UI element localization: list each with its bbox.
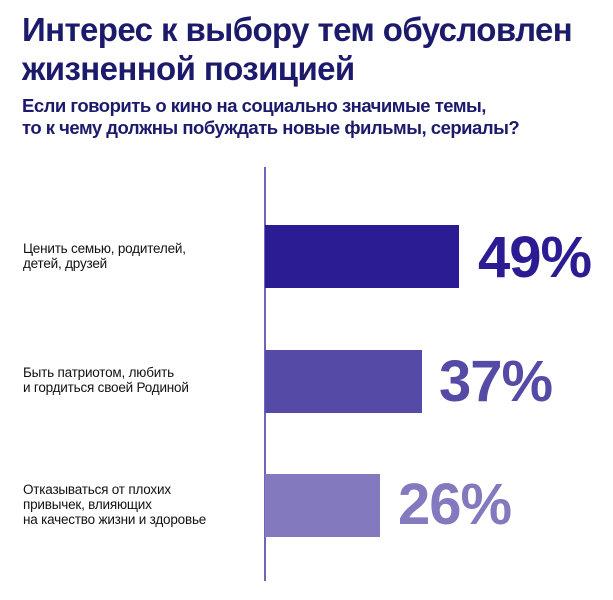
category-label-1-line-2: детей, друзей [23,256,107,271]
category-label-3-line-2: привычек, влияющих [23,497,152,512]
chart-subtitle-line-1: Если говорить о кино на социально значим… [22,95,486,116]
bar-3 [265,474,380,537]
chart-subtitle: Если говорить о кино на социально значим… [22,95,612,139]
value-label-1: 49% [478,225,592,290]
chart-subtitle-line-2: то к чему должны побуждать новые фильмы,… [22,117,520,138]
category-label-1: Ценить семью, родителей, детей, друзей [23,241,258,271]
category-label-3: Отказываться от плохих привычек, влияющи… [23,482,258,527]
value-label-2: 37% [439,349,553,414]
category-label-3-line-1: Отказываться от плохих [23,482,171,497]
category-label-2-line-2: и гордиться своей Родиной [23,380,189,395]
category-label-2: Быть патриотом, любить и гордиться своей… [23,365,258,395]
chart-title-line-1: Интерес к выбору тем обусловлен [22,11,573,48]
category-label-3-line-3: на качество жизни и здоровье [23,512,207,527]
chart-title-line-2: жизненной позицией [22,50,355,87]
category-label-1-line-1: Ценить семью, родителей, [23,241,186,256]
chart-title: Интерес к выбору тем обусловлен жизненно… [22,10,612,88]
category-label-2-line-1: Быть патриотом, любить [23,365,174,380]
bar-2 [265,350,422,413]
value-label-3: 26% [398,472,512,537]
bar-1 [265,225,459,288]
